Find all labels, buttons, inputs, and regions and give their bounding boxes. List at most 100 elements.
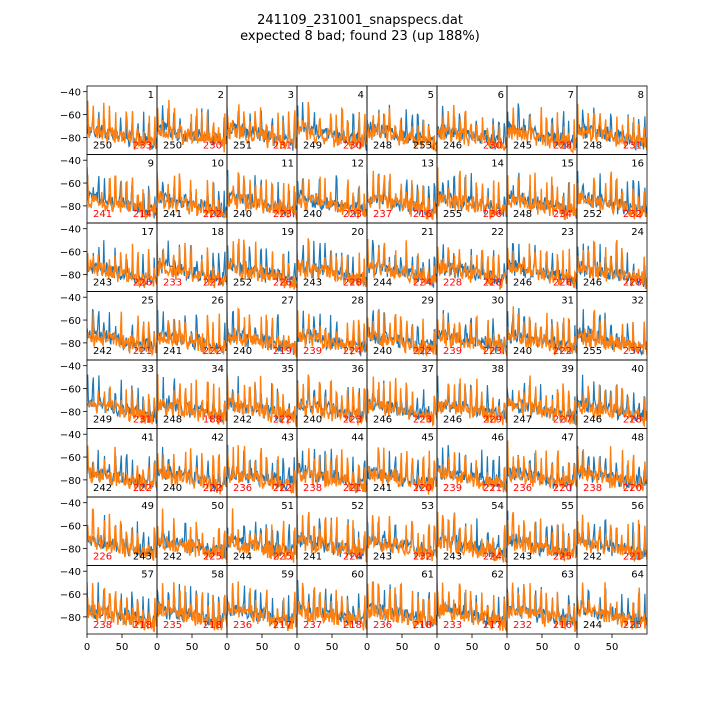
series-b-line bbox=[367, 170, 437, 221]
panel-traces bbox=[297, 510, 367, 563]
series-b-line bbox=[577, 239, 647, 290]
y-tick-label: −80 bbox=[60, 202, 81, 213]
panel-left-value: 239 bbox=[443, 346, 462, 357]
panel-right-value: 226 bbox=[133, 278, 152, 289]
series-b-line bbox=[437, 313, 507, 357]
panel-left-value: 241 bbox=[373, 483, 392, 494]
x-tick-label: 50 bbox=[536, 642, 549, 653]
panel-left-value: 248 bbox=[163, 415, 182, 426]
panel-left-value: 249 bbox=[93, 415, 112, 426]
series-b-line bbox=[157, 448, 227, 495]
panel-right-value: 232 bbox=[623, 209, 642, 220]
panel-left-value: 245 bbox=[513, 141, 532, 152]
panel-id-label: 22 bbox=[491, 227, 504, 238]
panel-id-label: 44 bbox=[351, 433, 364, 444]
panel-id-label: 46 bbox=[491, 433, 504, 444]
y-tick-label: −40 bbox=[60, 293, 81, 304]
x-tick-label: 0 bbox=[84, 642, 90, 653]
panel-left-value: 244 bbox=[233, 552, 252, 563]
panel-traces bbox=[157, 240, 227, 289]
panel-traces bbox=[577, 170, 647, 220]
panel-left-value: 241 bbox=[163, 209, 182, 220]
panel-id-label: 6 bbox=[498, 90, 504, 101]
panel-right-value: 221 bbox=[623, 552, 642, 563]
panel-right-value: 225 bbox=[203, 552, 222, 563]
panel-traces bbox=[367, 104, 437, 152]
panel-traces bbox=[297, 238, 367, 288]
y-tick-label: −40 bbox=[60, 430, 81, 441]
series-b-line bbox=[577, 514, 647, 562]
panel-traces bbox=[297, 374, 367, 426]
series-b-line bbox=[507, 172, 577, 221]
y-tick-label: −60 bbox=[60, 590, 81, 601]
series-b-line bbox=[87, 100, 157, 151]
panel-id-label: 28 bbox=[351, 296, 364, 307]
series-b-line bbox=[157, 305, 227, 355]
panel-right-value: 222 bbox=[203, 483, 222, 494]
x-tick-label: 0 bbox=[574, 642, 580, 653]
x-tick-label: 0 bbox=[434, 642, 440, 653]
panel-left-value: 240 bbox=[163, 483, 182, 494]
panel-left-value: 242 bbox=[93, 346, 112, 357]
panel-id-label: 54 bbox=[491, 501, 504, 512]
panel-id-label: 47 bbox=[561, 433, 574, 444]
series-b-line bbox=[227, 372, 297, 427]
panel-right-value: 221 bbox=[133, 346, 152, 357]
series-b-line bbox=[437, 512, 507, 563]
panel-left-value: 251 bbox=[233, 141, 252, 152]
panel-traces bbox=[437, 375, 507, 425]
panel-left-value: 236 bbox=[373, 620, 392, 631]
series-b-line bbox=[227, 238, 297, 290]
series-b-line bbox=[437, 246, 507, 290]
panel-id-label: 10 bbox=[211, 159, 224, 170]
panel-left-value: 236 bbox=[513, 483, 532, 494]
panel-traces bbox=[507, 375, 577, 426]
panel-id-label: 51 bbox=[281, 501, 294, 512]
y-tick-label: −60 bbox=[60, 522, 81, 533]
x-tick-label: 0 bbox=[154, 642, 160, 653]
panel-id-label: 14 bbox=[491, 159, 504, 170]
panel-traces bbox=[437, 309, 507, 357]
panel-id-label: 9 bbox=[148, 159, 154, 170]
panel-left-value: 232 bbox=[513, 620, 532, 631]
panel-id-label: 26 bbox=[211, 296, 224, 307]
panel-id-label: 59 bbox=[281, 570, 294, 581]
panel-44: 44 238 221 bbox=[296, 428, 368, 498]
panel-right-value: 243 bbox=[133, 552, 152, 563]
panel-right-value: 233 bbox=[133, 141, 152, 152]
series-b-line bbox=[227, 508, 297, 563]
panel-traces bbox=[157, 446, 227, 495]
panel-id-label: 41 bbox=[141, 433, 154, 444]
series-b-line bbox=[367, 108, 437, 152]
panel-traces bbox=[437, 167, 507, 220]
series-b-line bbox=[577, 446, 647, 491]
panel-left-value: 237 bbox=[303, 620, 322, 631]
panel-id-label: 36 bbox=[351, 364, 364, 375]
panel-left-value: 248 bbox=[513, 209, 532, 220]
panel-right-value: 222 bbox=[273, 415, 292, 426]
series-b-line bbox=[87, 508, 157, 561]
panel-left-value: 248 bbox=[373, 141, 392, 152]
panel-right-value: 218 bbox=[413, 620, 432, 631]
panel-right-value: 228 bbox=[553, 141, 572, 152]
panel-left-value: 248 bbox=[583, 141, 602, 152]
series-b-line bbox=[367, 238, 437, 286]
panel-left-value: 242 bbox=[163, 552, 182, 563]
panel-traces bbox=[577, 103, 647, 151]
x-tick-label: 50 bbox=[116, 642, 129, 653]
panel-left-value: 240 bbox=[303, 415, 322, 426]
figure-title-line1: 241109_231001_snapspecs.dat bbox=[257, 13, 463, 28]
panel-left-value: 226 bbox=[93, 552, 112, 563]
panel-right-value: 188 bbox=[203, 415, 222, 426]
y-tick-label: −40 bbox=[60, 499, 81, 510]
series-b-line bbox=[297, 581, 367, 631]
panel-left-value: 243 bbox=[443, 552, 462, 563]
panel-left-value: 240 bbox=[233, 209, 252, 220]
panel-left-value: 250 bbox=[163, 141, 182, 152]
series-b-line bbox=[507, 440, 577, 490]
panel-left-value: 243 bbox=[513, 552, 532, 563]
panel-right-value: 219 bbox=[273, 346, 292, 357]
panel-right-value: 226 bbox=[273, 278, 292, 289]
panel-id-label: 43 bbox=[281, 433, 294, 444]
series-b-line bbox=[367, 310, 437, 358]
